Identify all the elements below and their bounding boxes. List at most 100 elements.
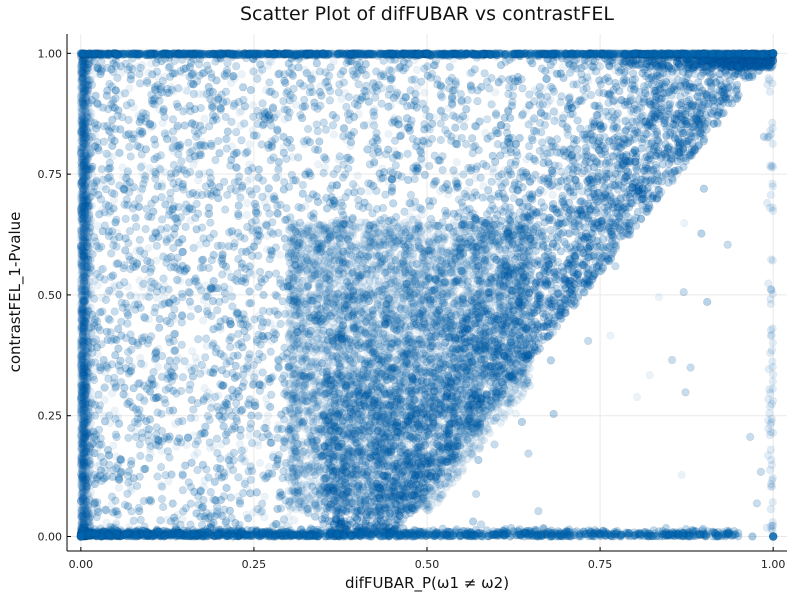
data-point [314,160,323,169]
data-point [412,65,422,74]
x-axis-label: difFUBAR_P(ω1 ≠ ω2) [345,574,509,593]
data-point [329,57,338,66]
data-point [632,393,642,402]
data-point [78,493,87,502]
data-point [235,439,245,449]
data-point [677,470,686,480]
data-point [606,331,615,340]
data-point [245,431,254,440]
data-point [324,235,333,244]
data-point [276,250,285,259]
data-point [260,492,269,501]
data-point [353,55,362,64]
grid-lines [67,34,787,551]
data-point [273,307,282,316]
data-point [286,441,295,450]
data-point [190,451,199,460]
data-point [548,190,557,199]
data-point [329,130,339,139]
data-point [294,233,303,243]
data-point [186,216,195,225]
data-point [241,477,250,486]
data-point [452,158,461,167]
data-point [384,129,393,139]
data-point [291,177,300,186]
data-point [316,494,325,503]
data-point [168,68,177,78]
data-point [213,94,222,103]
data-point [237,70,246,79]
data-point [412,142,421,151]
data-point [279,143,288,152]
data-point [200,114,209,123]
data-point [624,114,634,123]
data-point [456,343,465,352]
data-point [145,164,154,173]
data-point [494,177,503,186]
data-point [466,419,476,428]
data-point [501,332,510,341]
data-point [287,345,296,354]
data-point [243,199,252,208]
data-point [325,244,334,253]
data-point [342,135,351,144]
data-point [125,84,134,93]
data-point [223,454,232,463]
data-point [471,253,480,262]
data-point [489,164,499,173]
data-point [297,395,306,404]
data-point [160,293,169,302]
data-point [336,320,345,329]
data-point [245,140,254,149]
data-point [200,366,209,375]
data-point [685,104,695,113]
data-point [281,461,291,470]
data-point [402,504,411,514]
chart-title: Scatter Plot of difFUBAR vs contrastFEL [240,3,614,25]
data-point [108,98,118,107]
data-point [230,74,239,83]
data-point [674,146,684,155]
data-point [362,120,372,130]
data-point [223,267,232,276]
data-point [264,411,273,420]
data-point [263,231,272,241]
data-point [161,168,170,177]
data-point [353,171,362,180]
data-point [242,210,251,219]
data-points [76,48,778,541]
data-point [239,445,249,455]
data-point [585,141,595,150]
data-point [594,213,604,222]
data-point [504,347,513,357]
data-point [654,293,664,302]
data-point [306,231,316,240]
data-point [390,146,399,155]
data-point [542,100,552,109]
data-point [337,94,346,104]
data-point [410,89,419,98]
data-point [199,296,208,305]
data-point [246,354,255,363]
data-point [255,459,265,468]
data-point [645,371,654,380]
y-axis-label: contrastFEL_1-Pvalue [6,212,25,373]
data-point [246,174,255,183]
data-point [114,483,123,492]
data-point [741,55,750,64]
data-point [209,442,218,451]
data-point [280,115,289,124]
data-point [466,298,475,307]
data-point [417,388,426,398]
data-point [511,219,520,228]
data-point [680,219,689,228]
data-point [107,389,117,398]
data-point [420,88,429,97]
data-point [422,250,431,259]
data-point [241,457,250,466]
data-point [207,95,216,105]
data-point [207,509,217,518]
data-point [311,370,320,380]
